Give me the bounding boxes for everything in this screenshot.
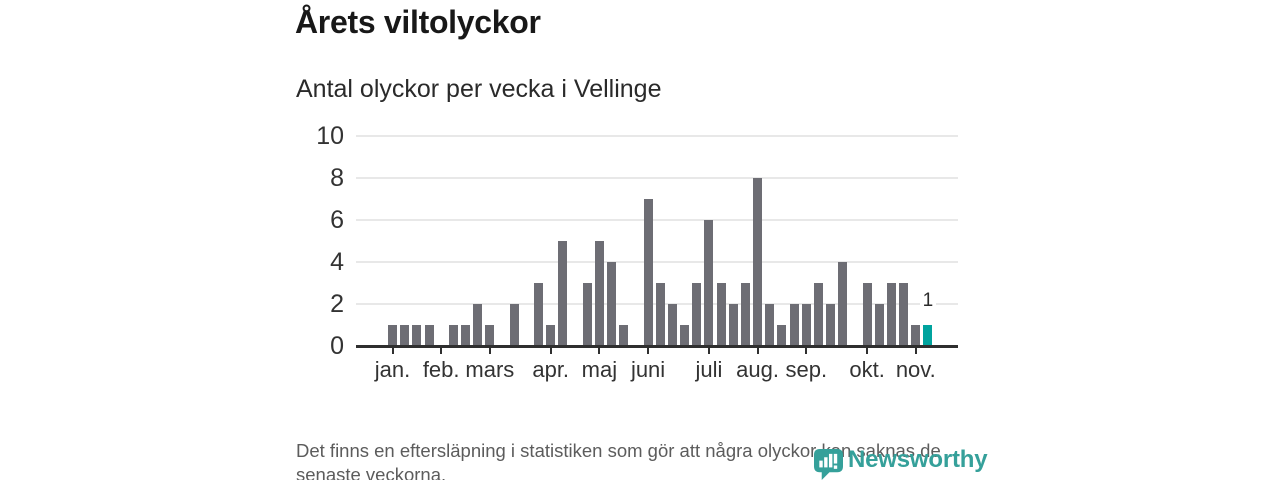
x-axis-tick-juni: [647, 346, 650, 354]
bar-week: [826, 304, 836, 346]
x-axis-line: [356, 344, 958, 348]
gridline-y10: [356, 135, 958, 137]
x-axis-tick-mars: [488, 346, 491, 354]
footnote-line-1: Det finns en eftersläpning i statistiken…: [296, 440, 941, 461]
x-axis-label-juni: juni: [630, 357, 666, 382]
y-axis-label-10: 10: [316, 122, 344, 150]
bar-week: [765, 304, 775, 346]
footnote-line-2: senaste veckorna.: [296, 463, 447, 480]
bar-week-current: [923, 325, 933, 346]
x-axis-label-sep: sep.: [785, 357, 828, 382]
bar-week: [619, 325, 629, 346]
newsworthy-logo: Newsworthy: [814, 445, 988, 480]
bar-week: [886, 283, 896, 346]
bar-week: [862, 283, 872, 346]
x-axis-label-aug: aug.: [736, 357, 779, 382]
gridline-y8: [356, 177, 958, 179]
x-axis-tick-apr: [549, 346, 552, 354]
x-axis-label-apr: apr.: [532, 357, 570, 382]
x-axis-label-okt: okt.: [849, 357, 885, 382]
bar-week: [582, 283, 592, 346]
x-axis-tick-jan: [391, 346, 394, 354]
bar-week: [594, 241, 604, 346]
gridline-y6: [356, 219, 958, 221]
y-axis-label-8: 8: [330, 164, 344, 192]
bar-week: [667, 304, 677, 346]
bar-week: [740, 283, 750, 346]
bar-week: [813, 283, 823, 346]
x-axis-tick-okt: [866, 346, 869, 354]
last-value-text: 1: [919, 290, 937, 311]
bar-week: [534, 283, 544, 346]
bar-week: [680, 325, 690, 346]
bar-week: [509, 304, 519, 346]
bar-week: [473, 304, 483, 346]
x-axis-tick-nov: [914, 346, 917, 354]
bar-week: [388, 325, 397, 346]
bar-week: [789, 304, 799, 346]
bar-week: [777, 325, 787, 346]
bar-week: [461, 325, 471, 346]
x-axis-label-nov: nov.: [895, 357, 936, 382]
x-axis-tick-sep: [805, 346, 808, 354]
bar-week: [874, 304, 884, 346]
bar-week: [692, 283, 702, 346]
x-axis-tick-juli: [707, 346, 710, 354]
y-axis-label-2: 2: [330, 290, 344, 318]
y-axis-label-0: 0: [330, 332, 344, 360]
bar-week: [911, 325, 921, 346]
x-axis-tick-feb: [440, 346, 443, 354]
footnote: Det finns en eftersläpning i statistiken…: [296, 439, 996, 480]
bar-week: [838, 262, 848, 346]
page-title: Årets viltolyckor: [295, 4, 541, 40]
bar-week: [643, 199, 653, 346]
newsworthy-wordmark: Newsworthy: [848, 446, 988, 473]
x-axis-label-mars: mars: [465, 357, 515, 382]
chart-subtitle: Antal olyckor per vecka i Vellinge: [296, 75, 662, 103]
bar-week: [753, 178, 763, 346]
bar-week: [801, 304, 811, 346]
x-axis-label-jan: jan.: [374, 357, 411, 382]
x-axis-label-feb: feb.: [422, 357, 460, 382]
x-axis-label-juli: juli: [695, 357, 723, 382]
newsworthy-logo-icon: [814, 449, 843, 480]
bar-week: [424, 325, 434, 346]
bar-week: [400, 325, 410, 346]
bar-week: [448, 325, 458, 346]
y-axis-label-4: 4: [330, 248, 344, 276]
gridline-y4: [356, 261, 958, 263]
bar-week: [558, 241, 568, 346]
bar-week: [655, 283, 665, 346]
x-axis-tick-maj: [598, 346, 601, 354]
bar-week: [704, 220, 714, 346]
x-axis-tick-aug: [756, 346, 759, 354]
bar-week: [899, 283, 909, 346]
y-axis-label-6: 6: [330, 206, 344, 234]
bar-week: [546, 325, 556, 346]
bar-week: [412, 325, 422, 346]
bar-week: [485, 325, 495, 346]
x-axis-label-maj: maj: [581, 357, 618, 382]
bar-week: [716, 283, 726, 346]
plot-area: 0 2 4 6 8 10 jan. feb. mars apr. maj juni juli aug. se…: [316, 122, 958, 382]
bar-week: [607, 262, 617, 346]
last-value-annotation: 1: [903, 290, 953, 311]
bar-week: [728, 304, 738, 346]
